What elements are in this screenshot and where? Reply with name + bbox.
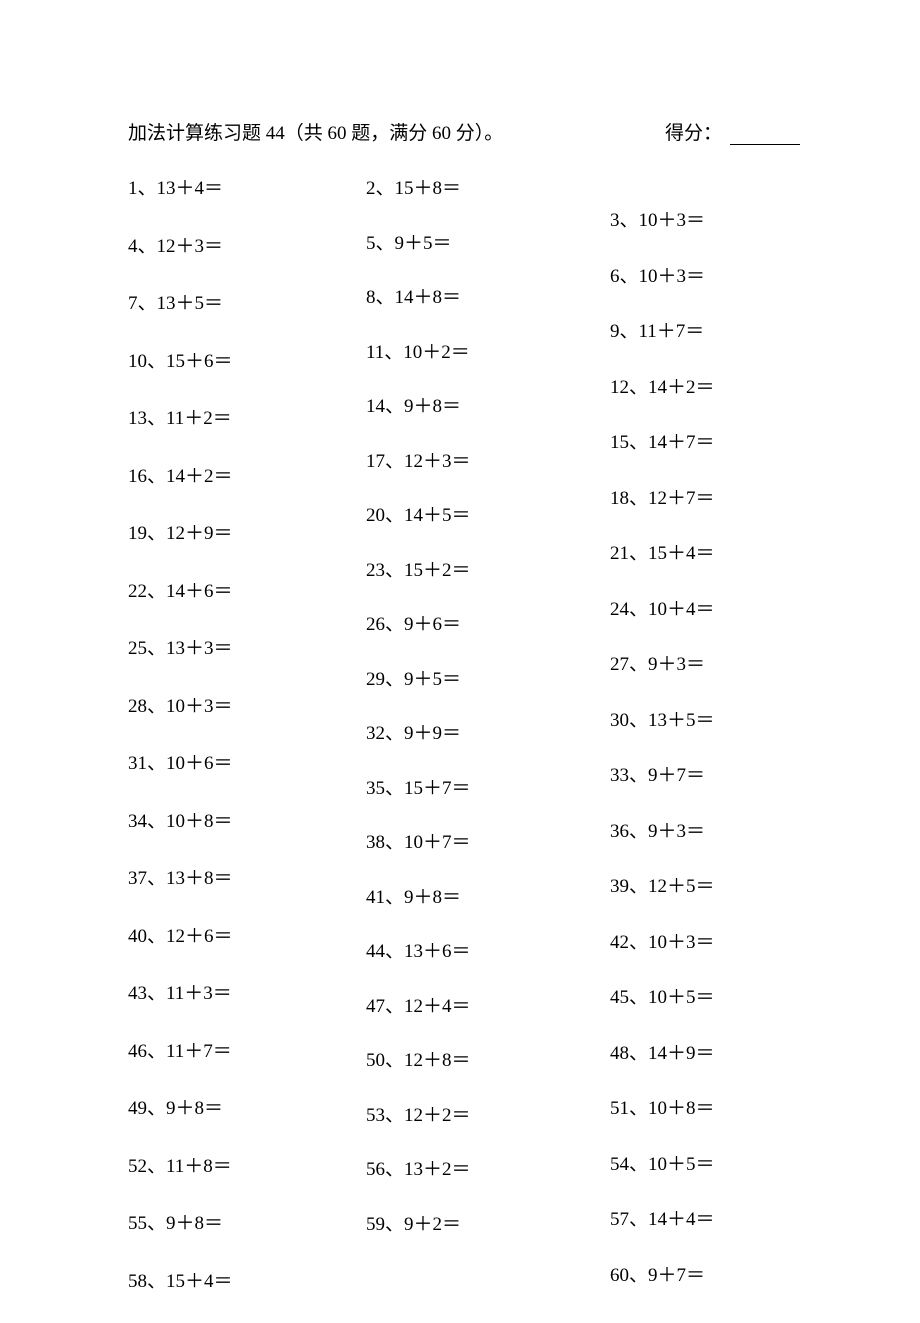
problem-item: 23、15＋2＝ — [366, 555, 610, 582]
problem-item: 40、12＋6＝ — [128, 921, 366, 948]
problem-item: 18、12＋7＝ — [610, 483, 800, 510]
problem-item: 57、14＋4＝ — [610, 1204, 800, 1231]
problem-item: 47、12＋4＝ — [366, 991, 610, 1018]
problem-item: 2、15＋8＝ — [366, 173, 610, 200]
problem-item: 41、9＋8＝ — [366, 882, 610, 909]
problem-item: 58、15＋4＝ — [128, 1266, 366, 1293]
problem-item: 28、10＋3＝ — [128, 691, 366, 718]
problem-item: 25、13＋3＝ — [128, 633, 366, 660]
worksheet-title: 加法计算练习题 44（共 60 题，满分 60 分）。 — [128, 118, 625, 145]
column-2: 2、15＋8＝ 5、9＋5＝ 8、14＋8＝ 11、10＋2＝ 14、9＋8＝ 17、12… — [366, 173, 610, 1323]
problem-item: 15、14＋7＝ — [610, 427, 800, 454]
score-blank-line[interactable] — [730, 144, 800, 145]
problem-item: 55、9＋8＝ — [128, 1208, 366, 1235]
problem-item: 19、12＋9＝ — [128, 518, 366, 545]
problem-item: 32、9＋9＝ — [366, 718, 610, 745]
problem-item: 44、13＋6＝ — [366, 936, 610, 963]
problem-item: 38、10＋7＝ — [366, 827, 610, 854]
problem-item: 31、10＋6＝ — [128, 748, 366, 775]
problem-item: 17、12＋3＝ — [366, 446, 610, 473]
problem-item: 26、9＋6＝ — [366, 609, 610, 636]
problem-item: 39、12＋5＝ — [610, 871, 800, 898]
problem-item: 60、9＋7＝ — [610, 1260, 800, 1287]
problem-item: 30、13＋5＝ — [610, 705, 800, 732]
problem-item: 4、12＋3＝ — [128, 231, 366, 258]
problem-item: 14、9＋8＝ — [366, 391, 610, 418]
problem-item: 52、11＋8＝ — [128, 1151, 366, 1178]
column-3: 3、10＋3＝ 6、10＋3＝ 9、11＋7＝ 12、14＋2＝ 15、14＋7＝ 18、… — [610, 205, 800, 1323]
problem-item: 50、12＋8＝ — [366, 1045, 610, 1072]
problem-item: 54、10＋5＝ — [610, 1149, 800, 1176]
problem-item: 13、11＋2＝ — [128, 403, 366, 430]
problem-item: 21、15＋4＝ — [610, 538, 800, 565]
problem-item: 34、10＋8＝ — [128, 806, 366, 833]
problem-item: 1、13＋4＝ — [128, 173, 366, 200]
problem-item: 42、10＋3＝ — [610, 927, 800, 954]
problem-item: 8、14＋8＝ — [366, 282, 610, 309]
problem-item: 59、9＋2＝ — [366, 1209, 610, 1236]
problem-item: 22、14＋6＝ — [128, 576, 366, 603]
problem-item: 51、10＋8＝ — [610, 1093, 800, 1120]
problem-item: 48、14＋9＝ — [610, 1038, 800, 1065]
problem-item: 7、13＋5＝ — [128, 288, 366, 315]
problem-item: 56、13＋2＝ — [366, 1154, 610, 1181]
column-1: 1、13＋4＝ 4、12＋3＝ 7、13＋5＝ 10、15＋6＝ 13、11＋2＝ 16、… — [128, 173, 366, 1323]
problem-item: 29、9＋5＝ — [366, 664, 610, 691]
problem-item: 11、10＋2＝ — [366, 337, 610, 364]
header-row: 加法计算练习题 44（共 60 题，满分 60 分）。 得分： — [128, 118, 800, 145]
problem-item: 5、9＋5＝ — [366, 228, 610, 255]
problem-item: 45、10＋5＝ — [610, 982, 800, 1009]
problem-item: 37、13＋8＝ — [128, 863, 366, 890]
score-section: 得分： — [665, 118, 800, 145]
problem-item: 27、9＋3＝ — [610, 649, 800, 676]
problem-item: 3、10＋3＝ — [610, 205, 800, 232]
problem-item: 16、14＋2＝ — [128, 461, 366, 488]
problem-item: 35、15＋7＝ — [366, 773, 610, 800]
problem-item: 36、9＋3＝ — [610, 816, 800, 843]
problem-item: 43、11＋3＝ — [128, 978, 366, 1005]
problem-item: 10、15＋6＝ — [128, 346, 366, 373]
problem-item: 20、14＋5＝ — [366, 500, 610, 527]
problem-item: 9、11＋7＝ — [610, 316, 800, 343]
problem-item: 24、10＋4＝ — [610, 594, 800, 621]
problem-item: 33、9＋7＝ — [610, 760, 800, 787]
problem-item: 53、12＋2＝ — [366, 1100, 610, 1127]
score-label: 得分： — [665, 123, 722, 144]
problem-item: 46、11＋7＝ — [128, 1036, 366, 1063]
problem-columns: 1、13＋4＝ 4、12＋3＝ 7、13＋5＝ 10、15＋6＝ 13、11＋2＝ 16、… — [128, 173, 800, 1323]
problem-item: 12、14＋2＝ — [610, 372, 800, 399]
problem-item: 49、9＋8＝ — [128, 1093, 366, 1120]
problem-item: 6、10＋3＝ — [610, 261, 800, 288]
